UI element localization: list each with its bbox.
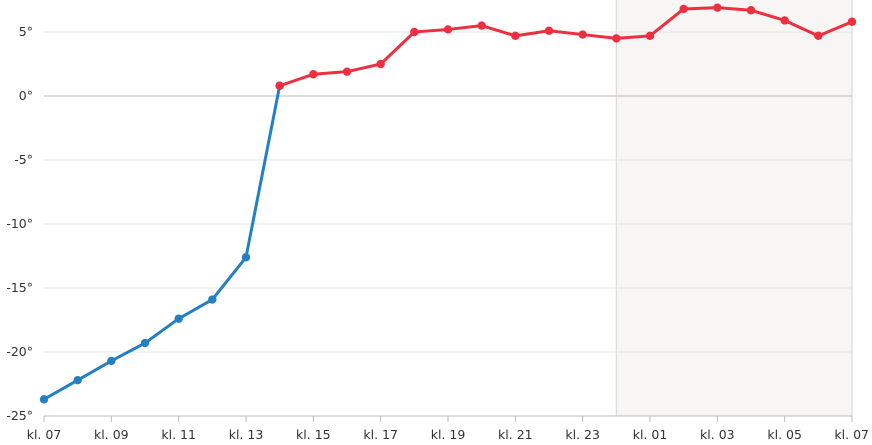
x-tick-label: kl. 03: [700, 427, 735, 442]
x-tick-label: kl. 09: [94, 427, 129, 442]
x-tick-label: kl. 21: [498, 427, 533, 442]
x-tick-label: kl. 07: [27, 427, 62, 442]
data-point: [39, 395, 49, 404]
data-point: [544, 26, 554, 35]
data-point: [208, 295, 217, 304]
y-tick-label: -5°: [14, 152, 33, 167]
x-tick-label: kl. 17: [363, 427, 398, 442]
x-tick-label: kl. 11: [161, 427, 196, 442]
data-point: [73, 375, 82, 385]
data-point: [140, 338, 150, 348]
series-line-1: [278, 6, 854, 88]
y-tick-label: -20°: [6, 344, 33, 359]
data-point: [443, 25, 453, 34]
x-tick-label: kl. 19: [431, 427, 466, 442]
y-tick-label: 0°: [19, 88, 33, 103]
x-tick-label: kl. 23: [565, 427, 600, 442]
data-point: [612, 34, 621, 43]
data-point: [241, 253, 251, 262]
data-point: [578, 30, 587, 39]
series-layer: [42, 6, 854, 401]
x-tick-label: kl. 05: [767, 427, 802, 442]
data-point: [107, 356, 116, 366]
x-tick-label: kl. 01: [633, 427, 668, 442]
data-point: [713, 3, 722, 12]
y-axis: 5° 0° -5° -10° -15° -20° -25°: [6, 24, 33, 423]
data-point: [342, 67, 352, 76]
data-point: [275, 81, 284, 90]
series-line-0: [42, 84, 282, 401]
data-point: [814, 31, 823, 41]
x-tick-label: kl. 15: [296, 427, 331, 442]
data-point: [410, 27, 419, 37]
data-point: [376, 59, 385, 69]
shaded-region-layer: [615, 0, 853, 416]
x-tick-label: kl. 13: [229, 427, 264, 442]
points-layer: [39, 3, 857, 404]
data-point: [309, 70, 318, 79]
shaded-region: [616, 0, 852, 416]
data-point: [645, 31, 655, 41]
data-point: [847, 17, 857, 26]
data-point: [174, 314, 183, 323]
data-point: [477, 21, 486, 30]
data-point: [511, 31, 520, 41]
x-axis: kl. 07 kl. 09 kl. 11 kl. 13 kl. 15 kl. 17 kl. …: [27, 415, 869, 442]
y-tick-label: -10°: [6, 216, 33, 231]
y-tick-label: -15°: [6, 280, 33, 295]
y-tick-label: -25°: [6, 408, 33, 423]
data-point: [746, 6, 756, 15]
x-tick-label: kl. 07: [834, 427, 869, 442]
data-point: [780, 16, 789, 25]
data-point: [679, 4, 688, 14]
y-tick-label: 5°: [19, 24, 33, 39]
